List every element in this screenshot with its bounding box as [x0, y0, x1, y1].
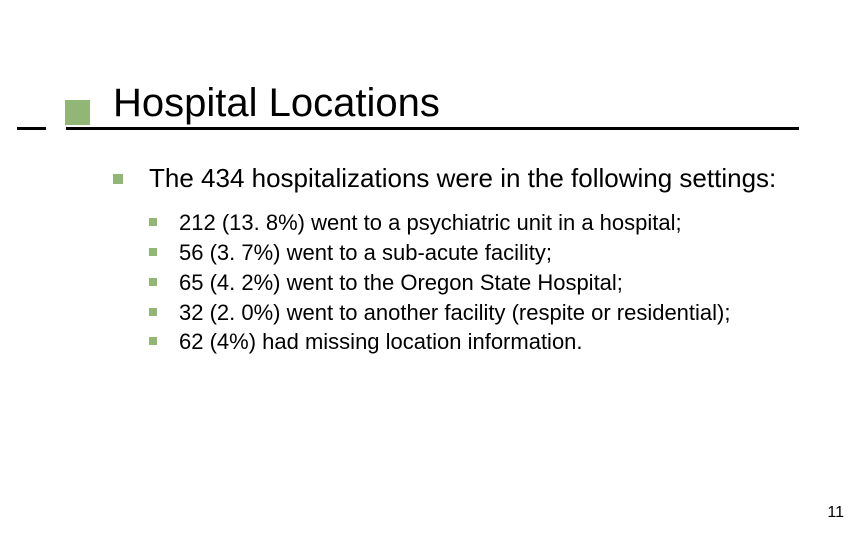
square-bullet-icon — [149, 308, 157, 316]
list-item: 62 (4%) had missing location information… — [149, 328, 813, 356]
square-bullet-icon — [149, 278, 157, 286]
slide: Hospital Locations The 434 hospitalizati… — [0, 0, 864, 540]
title-rule-long — [66, 127, 799, 130]
list-item-text: 212 (13. 8%) went to a psychiatric unit … — [179, 210, 682, 235]
title-square-icon — [65, 100, 90, 125]
list-item-text: 32 (2. 0%) went to another facility (res… — [179, 300, 730, 325]
square-bullet-icon — [149, 218, 157, 226]
list-item: 56 (3. 7%) went to a sub-acute facility; — [149, 239, 813, 267]
body-intro-text: The 434 hospitalizations were in the fol… — [149, 163, 776, 193]
list-item: 32 (2. 0%) went to another facility (res… — [149, 299, 813, 327]
sub-list: 212 (13. 8%) went to a psychiatric unit … — [149, 209, 813, 357]
list-item: 212 (13. 8%) went to a psychiatric unit … — [149, 209, 813, 237]
square-bullet-icon — [149, 337, 157, 345]
body-intro-item: The 434 hospitalizations were in the fol… — [113, 163, 813, 195]
slide-title: Hospital Locations — [113, 81, 440, 126]
list-item-text: 65 (4. 2%) went to the Oregon State Hosp… — [179, 270, 623, 295]
list-item: 65 (4. 2%) went to the Oregon State Hosp… — [149, 269, 813, 297]
square-bullet-icon — [113, 174, 123, 184]
title-rule-short — [17, 127, 46, 130]
square-bullet-icon — [149, 248, 157, 256]
slide-body: The 434 hospitalizations were in the fol… — [113, 163, 813, 358]
list-item-text: 62 (4%) had missing location information… — [179, 329, 583, 354]
list-item-text: 56 (3. 7%) went to a sub-acute facility; — [179, 240, 552, 265]
page-number: 11 — [827, 504, 844, 522]
